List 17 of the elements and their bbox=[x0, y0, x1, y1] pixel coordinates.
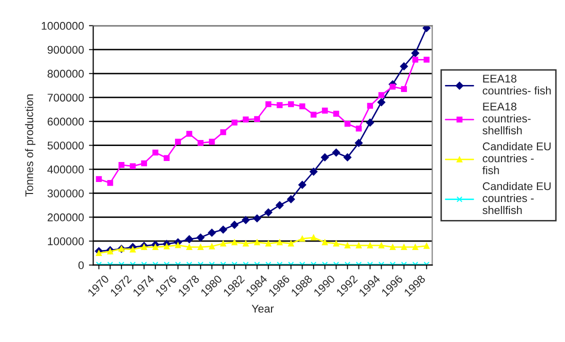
y-axis-title: Tonnes of production bbox=[25, 94, 36, 197]
y-tick-label: 100000 bbox=[48, 237, 84, 246]
legend-label: EEA18 countries- shellfish bbox=[482, 102, 531, 134]
y-tick-label: 1000000 bbox=[42, 22, 84, 30]
y-tick-label: 400000 bbox=[47, 166, 84, 174]
y-tick-label: 800000 bbox=[48, 70, 84, 78]
x-axis-title: Year bbox=[252, 304, 274, 313]
y-tick-label: 0 bbox=[78, 261, 84, 270]
legend-label: Candidate EU countries - fish bbox=[482, 142, 551, 174]
y-tick-label: 700000 bbox=[48, 94, 84, 102]
y-tick-label: 300000 bbox=[48, 189, 84, 198]
y-tick-label: 900000 bbox=[48, 46, 84, 54]
y-tick-label: 500000 bbox=[48, 142, 84, 150]
y-tick-label: 200000 bbox=[48, 213, 84, 222]
legend-label: Candidate EU countries - shellfish bbox=[482, 182, 551, 214]
legend-label: EEA18 countries- fish bbox=[482, 74, 551, 95]
y-tick-label: 600000 bbox=[48, 118, 84, 126]
